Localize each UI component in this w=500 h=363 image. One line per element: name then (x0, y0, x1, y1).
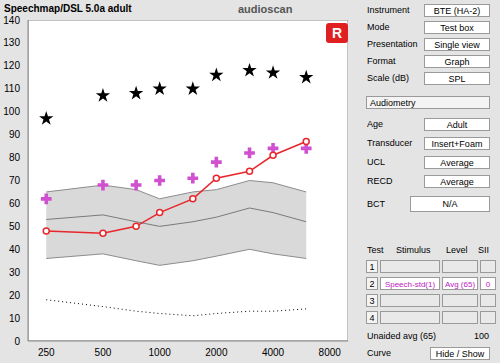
html-text:Test box: Test box (440, 23, 474, 33)
html-text:N/A: N/A (442, 199, 458, 209)
svg-text:50: 50 (9, 221, 21, 232)
svg-text:20: 20 (9, 290, 21, 301)
html-text:2: 2 (369, 279, 375, 289)
html-text:Instrument: Instrument (367, 5, 410, 15)
html-text:Presentation: Presentation (367, 39, 418, 49)
svg-text:10: 10 (9, 313, 21, 324)
html-text:Speechmap/DSL 5.0a adult: Speechmap/DSL 5.0a adult (4, 3, 132, 14)
html-text:SII: SII (478, 245, 489, 255)
svg-text:120: 120 (8, 60, 20, 71)
html-text:Transducer: Transducer (367, 138, 413, 148)
svg-text:1000: 1000 (149, 347, 172, 358)
svg-text:80: 80 (9, 152, 21, 163)
html-text:RECD: RECD (367, 176, 393, 186)
html-text:Average: Average (440, 177, 474, 187)
html-text:audioscan: audioscan (238, 3, 293, 15)
html-text:UCL: UCL (367, 157, 385, 167)
html-text:3: 3 (369, 296, 375, 306)
svg-text:130: 130 (8, 37, 20, 48)
svg-text:8000: 8000 (319, 347, 342, 358)
svg-text:4000: 4000 (262, 347, 285, 358)
html-text:Test: Test (367, 245, 384, 255)
svg-text:40: 40 (9, 244, 21, 255)
html-text:Stimulus: Stimulus (396, 245, 431, 255)
html-text:Single view: Single view (434, 40, 480, 50)
html-text:Insert+Foam: Insert+Foam (431, 139, 483, 149)
svg-text:2000: 2000 (205, 347, 228, 358)
html-text:Graph: Graph (444, 57, 470, 67)
html-text:Unaided avg (65): Unaided avg (65) (367, 331, 436, 341)
html-text:Average: Average (440, 158, 474, 168)
html-text:Avg (65): Avg (65) (445, 280, 475, 289)
html-text:Age: Age (367, 119, 383, 129)
html-text:Level: Level (446, 245, 468, 255)
html-text:Format: Format (367, 56, 396, 66)
html-text:Scale (dB): Scale (dB) (367, 73, 409, 83)
html-text:Speech-std(1): Speech-std(1) (384, 280, 436, 289)
svg-text:90: 90 (9, 129, 21, 140)
svg-text:30: 30 (9, 267, 21, 278)
svg-text:140: 140 (8, 15, 20, 26)
svg-text:70: 70 (9, 175, 21, 186)
svg-text:250: 250 (38, 347, 55, 358)
svg-text:0: 0 (14, 336, 20, 347)
svg-text:110: 110 (8, 83, 20, 94)
html-text:Hide / Show: Hide / Show (435, 349, 485, 359)
html-text:SPL: SPL (448, 74, 466, 84)
html-text:BTE (HA-2): BTE (HA-2) (433, 6, 481, 16)
html-text:1: 1 (369, 262, 375, 272)
html-text:Mode: Mode (367, 22, 390, 32)
svg-text:100: 100 (8, 106, 20, 117)
svg-text:500: 500 (95, 347, 112, 358)
html-text:R: R (331, 25, 343, 41)
html-text:4: 4 (369, 313, 375, 323)
html-text:Audiometry: Audiometry (370, 98, 416, 108)
html-text:BCT: BCT (367, 199, 385, 209)
html-text:Adult: Adult (446, 120, 468, 130)
html-text:Curve: Curve (367, 348, 391, 358)
html-text:100: 100 (474, 331, 489, 341)
svg-text:60: 60 (9, 198, 21, 209)
html-text:0: 0 (485, 280, 491, 289)
